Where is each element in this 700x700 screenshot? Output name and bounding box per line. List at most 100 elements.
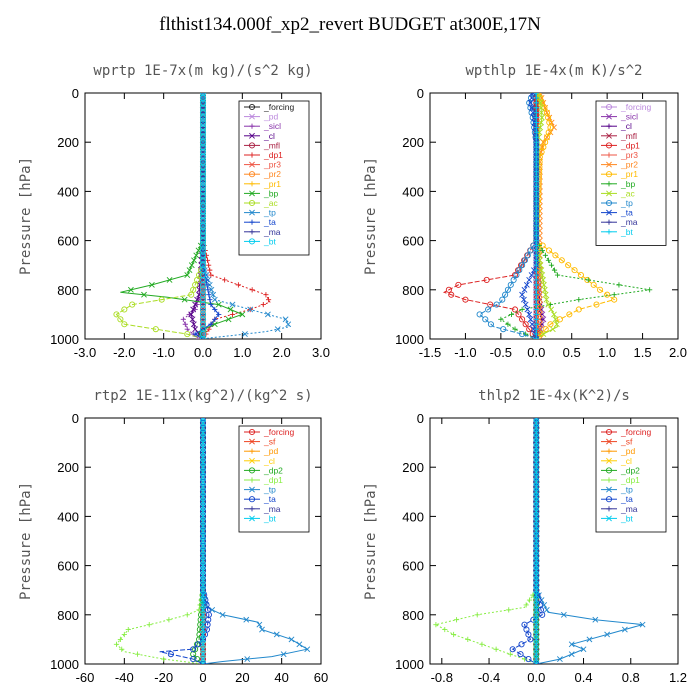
data-point [448,291,455,298]
data-point [194,656,201,663]
data-point [117,636,123,642]
data-point [540,277,547,283]
data-point [605,496,613,503]
x-tick-label: 0.5 [563,345,581,360]
data-point [498,316,504,322]
data-point [184,326,190,332]
legend-entry: _ma [244,227,281,237]
y-tick-label: 600 [402,559,424,574]
x-tick-label: -2.0 [113,345,135,360]
legend-entry: _dp2 [601,465,640,475]
data-point [455,281,462,288]
legend-label: _tp [620,485,633,495]
data-point [508,311,515,317]
data-point [533,306,539,313]
data-point [119,646,125,652]
legend-label: _forcing [620,427,652,437]
data-point [539,144,546,151]
legend-entry: _pd [244,446,278,456]
data-point [533,498,540,505]
data-point [606,438,612,445]
data-point [533,336,539,339]
chart-title: thlp2 1E-4x(K^2)/s [478,388,630,404]
data-point [533,149,539,155]
data-point [533,282,539,288]
series-ac [113,93,207,339]
data-point [558,257,565,264]
data-point [256,621,263,628]
data-point [200,444,206,451]
data-point [200,523,206,530]
data-point [208,286,215,293]
legend-label: _pd [620,446,635,456]
legend-label: _dp1 [620,475,640,485]
data-point [593,301,600,308]
legend-entry: _dp1 [244,475,283,485]
data-point [537,124,544,131]
legend-entry: _pr3 [601,150,638,160]
legend-label: _sicl [620,112,638,122]
data-point [606,181,612,187]
data-point [249,229,255,235]
data-point [606,229,612,235]
data-point [304,646,311,653]
series-bt [533,93,539,339]
data-point [166,617,172,623]
plot-frame [429,417,679,665]
data-point [533,139,539,145]
legend-label: _ma [620,504,638,514]
legend-entry: _sicl [244,121,281,131]
data-point [606,152,612,158]
data-point [249,515,255,522]
data-point [526,277,533,283]
data-point [533,129,539,135]
data-point [200,513,206,520]
data-point [146,622,152,628]
data-point [200,434,206,441]
y-axis-label: Pressure [hPa] [18,157,34,275]
data-point [566,311,573,318]
data-point [200,479,206,485]
data-point [556,316,563,323]
legend-label: _dp2 [263,465,283,475]
data-point [509,646,516,653]
data-point [519,291,526,298]
data-point [227,306,234,313]
data-point [500,326,507,333]
data-point [533,528,540,535]
data-point [523,281,530,288]
data-point [200,631,206,638]
y-tick-label: 0 [72,411,79,426]
data-point [548,306,555,313]
data-point [533,174,539,180]
data-point [606,515,612,522]
series-line [521,93,537,339]
data-point [533,464,540,471]
data-point [200,518,206,525]
legend-entry: _pr1 [601,169,638,179]
x-tick-label: -60 [76,670,95,685]
data-point [282,316,289,323]
data-point [553,321,560,328]
data-point [166,277,173,283]
data-point [519,331,526,338]
data-point [249,132,255,139]
data-point [533,493,540,500]
data-point [200,597,206,603]
data-point [181,296,188,303]
data-point [528,104,535,111]
data-point [533,444,540,451]
legend-entry: _bt [601,513,633,523]
data-point [474,612,480,618]
y-tick-label: 600 [402,234,424,249]
legend-label: _forcing [263,102,295,112]
legend-entry: _pr2 [601,160,638,170]
data-point [215,301,222,308]
chart-panel-3: rtp2 1E-11x(kg^2)/(kg^2 s) Pressure [hPa]… [18,388,328,685]
y-tick-label: 200 [402,460,424,475]
legend-label: _pr2 [620,160,638,170]
data-point [210,291,217,298]
data-point [536,296,543,303]
series-bt [200,418,206,664]
